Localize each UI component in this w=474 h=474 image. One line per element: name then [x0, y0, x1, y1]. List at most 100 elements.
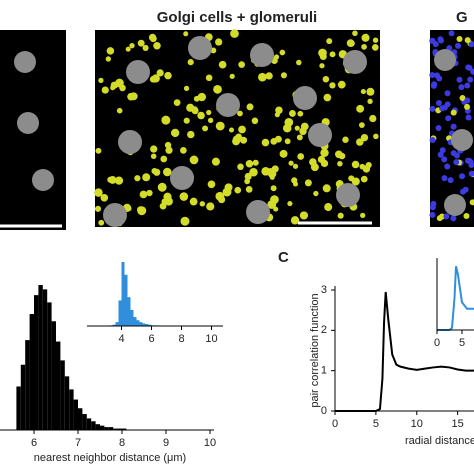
glomerulus: [95, 147, 102, 154]
granule: [431, 81, 438, 88]
glomerulus: [193, 95, 200, 102]
granule: [458, 84, 465, 91]
granule: [468, 41, 474, 48]
glomerulus: [98, 219, 105, 226]
histogram-bar: [100, 425, 105, 430]
glomerulus: [150, 145, 158, 153]
glomerulus: [98, 77, 104, 84]
glomerulus: [267, 168, 274, 174]
line: [437, 266, 474, 331]
glomerulus: [367, 98, 373, 104]
glomerulus: [173, 99, 181, 106]
golgi-cell: [14, 51, 36, 73]
glomerulus: [299, 127, 307, 136]
glomerulus: [165, 146, 173, 154]
golgi-cell: [118, 130, 142, 154]
glomerulus: [299, 211, 308, 220]
golgi-cell: [188, 36, 212, 60]
glomerulus: [206, 202, 215, 211]
glomerulus: [249, 168, 258, 177]
glomerulus: [205, 74, 213, 82]
glomerulus: [94, 205, 102, 212]
glomerulus: [267, 200, 277, 209]
glomerulus: [150, 153, 157, 160]
line: [335, 291, 474, 412]
glomerulus: [346, 39, 355, 47]
granule: [450, 215, 457, 222]
glomerulus: [234, 186, 242, 194]
glomerulus: [358, 122, 365, 128]
granule: [445, 115, 452, 122]
x-tick-label: 10: [205, 333, 217, 345]
glomerulus: [156, 69, 164, 77]
glomerulus: [361, 44, 367, 50]
golgi-cell: [434, 49, 456, 71]
histogram-bar: [47, 302, 52, 430]
glomerulus: [292, 163, 299, 169]
glomerulus: [229, 73, 235, 79]
glomerulus: [100, 193, 109, 202]
granule: [438, 37, 445, 44]
golgi-cell: [32, 169, 54, 191]
histogram-bar: [145, 324, 149, 326]
glomerulus: [207, 180, 216, 189]
glomerulus: [161, 115, 171, 125]
glomerulus: [218, 60, 227, 69]
glomerulus: [282, 123, 292, 133]
histogram-bar: [34, 295, 39, 430]
glomerulus: [290, 216, 300, 225]
granule: [459, 188, 466, 195]
glomerulus: [107, 176, 114, 183]
golgi-cell: [126, 60, 150, 84]
glomerulus: [127, 92, 135, 101]
golgi-cell: [293, 86, 317, 110]
glomerulus: [246, 103, 254, 111]
histogram-bar: [38, 285, 43, 430]
glomerulus: [292, 181, 299, 187]
glomerulus: [235, 133, 242, 141]
glomerulus: [360, 212, 366, 218]
glomerulus: [240, 136, 248, 144]
glomerulus: [197, 111, 205, 120]
granule: [453, 159, 460, 166]
glomerulus: [337, 80, 346, 89]
glomerulus: [322, 184, 331, 193]
histogram-bar: [124, 274, 128, 326]
glomerulus: [365, 161, 372, 169]
histogram-bar: [117, 428, 122, 430]
glomerulus: [351, 160, 360, 169]
histogram-bar: [133, 317, 137, 326]
histogram-bar: [86, 418, 92, 430]
glomerulus: [179, 192, 189, 201]
histogram-bar: [64, 376, 70, 430]
granule: [436, 75, 443, 82]
glomerulus: [319, 63, 325, 69]
glomerulus: [244, 178, 251, 185]
glomerulus: [360, 175, 368, 183]
glomerulus: [106, 47, 115, 55]
glomerulus: [116, 107, 123, 114]
glomerulus: [275, 106, 283, 115]
glomerulus: [294, 125, 300, 131]
glomerulus: [164, 141, 172, 149]
glomerulus: [326, 38, 333, 45]
x-tick-label: 9: [163, 437, 169, 449]
granule: [465, 157, 472, 164]
granule: [429, 71, 436, 78]
glomerulus: [159, 202, 167, 210]
golgi-cell: [17, 112, 39, 134]
glomerulus: [137, 206, 147, 216]
glomerulus: [119, 84, 126, 92]
golgi-cell: [343, 50, 367, 74]
glomerulus: [273, 54, 280, 60]
granule: [464, 103, 471, 110]
glomerulus: [261, 138, 270, 147]
glomerulus: [352, 30, 358, 37]
glomerulus: [322, 75, 330, 83]
golgi-cell: [250, 43, 274, 67]
golgi-cell: [308, 123, 332, 147]
x-tick-label: 15: [452, 418, 464, 430]
glomerulus: [237, 110, 243, 117]
image-content: [14, 29, 474, 227]
glomerulus: [164, 197, 173, 206]
